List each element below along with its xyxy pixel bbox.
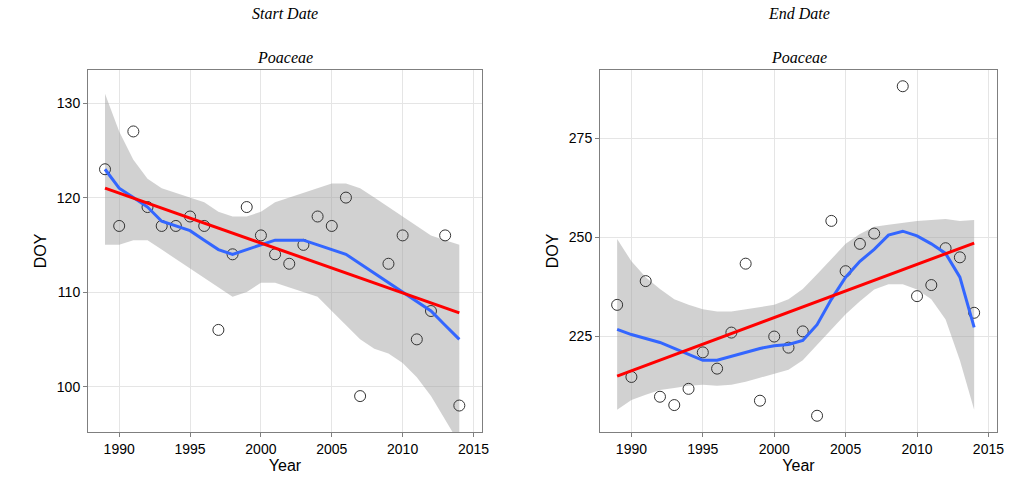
svg-text:130: 130 (57, 95, 81, 111)
svg-text:2005: 2005 (830, 441, 861, 457)
svg-text:DOY: DOY (32, 233, 49, 268)
svg-text:1995: 1995 (687, 441, 718, 457)
svg-text:2010: 2010 (387, 441, 418, 457)
svg-text:Poaceae: Poaceae (257, 49, 313, 66)
svg-text:110: 110 (58, 284, 81, 300)
svg-text:2010: 2010 (901, 441, 932, 457)
svg-text:2015: 2015 (458, 441, 489, 457)
svg-text:275: 275 (569, 130, 593, 146)
svg-text:1995: 1995 (174, 441, 205, 457)
svg-text:225: 225 (569, 328, 593, 344)
svg-text:250: 250 (569, 229, 593, 245)
svg-text:Year: Year (782, 457, 815, 474)
svg-text:End Date: End Date (768, 5, 830, 22)
svg-text:120: 120 (57, 190, 81, 206)
svg-text:2015: 2015 (973, 441, 1004, 457)
svg-text:100: 100 (57, 379, 81, 395)
svg-text:2000: 2000 (245, 441, 276, 457)
svg-text:2005: 2005 (316, 441, 347, 457)
svg-text:2000: 2000 (759, 441, 790, 457)
svg-text:DOY: DOY (544, 233, 561, 268)
svg-text:Poaceae: Poaceae (771, 49, 827, 66)
svg-text:Start Date: Start Date (252, 5, 318, 22)
svg-text:1990: 1990 (616, 441, 647, 457)
svg-text:1990: 1990 (104, 441, 135, 457)
svg-text:Year: Year (269, 457, 302, 474)
